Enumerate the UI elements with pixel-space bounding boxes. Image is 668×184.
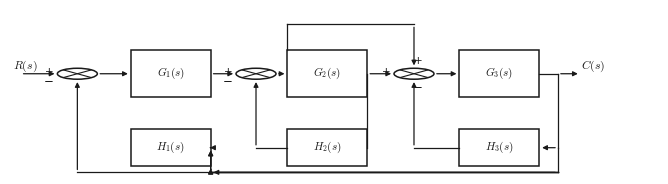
Bar xyxy=(131,50,210,98)
Bar xyxy=(131,129,210,166)
Text: $H_2(s)$: $H_2(s)$ xyxy=(313,140,341,155)
Text: +: + xyxy=(382,67,391,77)
Text: −: − xyxy=(413,81,423,94)
Text: $G_1(s)$: $G_1(s)$ xyxy=(156,66,185,81)
Text: $C(s)$: $C(s)$ xyxy=(580,59,605,74)
Text: $H_1(s)$: $H_1(s)$ xyxy=(156,140,185,155)
Bar xyxy=(287,50,367,98)
Text: +: + xyxy=(224,67,232,77)
Text: −: − xyxy=(44,75,54,89)
Bar xyxy=(287,129,367,166)
Text: $G_3(s)$: $G_3(s)$ xyxy=(485,66,514,81)
Bar xyxy=(460,129,539,166)
Bar xyxy=(460,50,539,98)
Text: +: + xyxy=(413,56,422,66)
Text: −: − xyxy=(223,75,232,89)
Circle shape xyxy=(57,68,98,79)
Text: $G_2(s)$: $G_2(s)$ xyxy=(313,66,341,81)
Text: $H_3(s)$: $H_3(s)$ xyxy=(485,140,514,155)
Text: $R(s)$: $R(s)$ xyxy=(13,59,37,74)
Text: +: + xyxy=(45,67,54,77)
Circle shape xyxy=(394,68,434,79)
Circle shape xyxy=(236,68,276,79)
